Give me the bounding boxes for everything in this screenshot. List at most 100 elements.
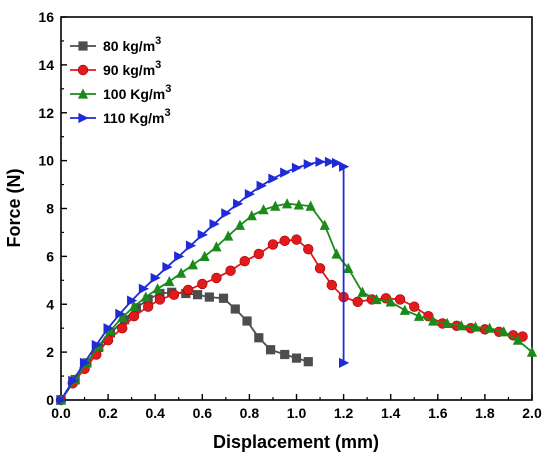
data-point xyxy=(246,210,257,221)
legend-name: 110 Kg/m xyxy=(103,110,164,126)
data-point xyxy=(456,320,467,331)
data-point xyxy=(291,353,302,363)
data-point xyxy=(233,198,244,209)
data-point xyxy=(182,284,194,296)
series-4 xyxy=(56,156,350,406)
data-point xyxy=(427,315,439,326)
data-point xyxy=(221,208,232,219)
data-point xyxy=(164,275,175,287)
data-point xyxy=(270,200,281,211)
legend-label: 100 Kg/m3 xyxy=(103,83,171,102)
legend-superscript: 3 xyxy=(164,107,170,119)
data-point xyxy=(267,239,279,250)
data-point xyxy=(254,333,264,343)
data-point xyxy=(253,248,265,260)
data-point xyxy=(303,159,314,170)
data-point xyxy=(343,262,354,273)
data-point xyxy=(154,294,166,305)
x-tick-label: 1.6 xyxy=(428,405,448,421)
data-point xyxy=(319,219,330,230)
data-point xyxy=(315,156,326,167)
data-point xyxy=(209,218,220,230)
data-point xyxy=(484,322,495,333)
data-point xyxy=(192,290,203,300)
legend-marker xyxy=(78,41,88,51)
x-tick-label: 0.2 xyxy=(98,405,118,421)
legend-marker xyxy=(78,112,89,124)
data-point xyxy=(168,289,180,300)
data-point xyxy=(174,251,185,262)
data-point xyxy=(242,316,252,326)
x-tick-label: 1.8 xyxy=(475,405,495,421)
x-axis-title: Displacement (mm) xyxy=(213,432,379,452)
data-point xyxy=(199,250,210,261)
data-point xyxy=(331,157,343,169)
data-point xyxy=(470,321,481,332)
data-point xyxy=(399,304,410,315)
legend-label: 90 kg/m3 xyxy=(103,59,161,78)
data-point xyxy=(128,301,140,312)
x-tick-label: 2.0 xyxy=(522,405,542,421)
data-point xyxy=(352,296,363,308)
data-point xyxy=(291,162,303,173)
data-point xyxy=(117,311,128,323)
y-axis-title: Force (N) xyxy=(4,168,24,247)
data-point xyxy=(152,283,163,294)
data-point xyxy=(127,295,138,306)
x-tick-label: 0.4 xyxy=(145,405,165,421)
legend-name: 80 kg/m xyxy=(103,38,155,54)
data-point xyxy=(279,235,290,247)
legend-item: 80 kg/m3 xyxy=(70,35,161,54)
data-point xyxy=(413,310,425,321)
data-point xyxy=(293,199,304,210)
data-point xyxy=(230,304,240,314)
data-point xyxy=(339,357,350,368)
data-point xyxy=(176,267,187,278)
data-point xyxy=(303,243,314,255)
legend-marker xyxy=(77,88,89,99)
data-point xyxy=(91,339,102,351)
data-point xyxy=(102,334,114,346)
data-point xyxy=(218,293,229,303)
legend-name: 90 kg/m xyxy=(103,62,155,78)
legend-item: 110 Kg/m3 xyxy=(70,107,171,126)
data-point xyxy=(324,156,336,167)
legend-superscript: 3 xyxy=(165,83,171,95)
data-point xyxy=(56,394,67,406)
data-point xyxy=(162,262,173,273)
data-point xyxy=(409,301,420,312)
data-point xyxy=(385,296,396,307)
data-point xyxy=(265,345,276,355)
y-tick-label: 6 xyxy=(46,248,54,264)
y-tick-label: 14 xyxy=(38,57,54,73)
data-point xyxy=(197,278,208,290)
data-point xyxy=(155,288,165,299)
y-tick-label: 12 xyxy=(38,105,54,121)
x-tick-label: 0.6 xyxy=(193,405,213,421)
data-point xyxy=(211,272,222,284)
data-point xyxy=(512,334,523,345)
data-point xyxy=(204,292,214,302)
legend-item: 100 Kg/m3 xyxy=(70,83,171,102)
data-point xyxy=(150,272,161,284)
y-tick-label: 2 xyxy=(46,344,54,360)
data-point xyxy=(142,301,154,312)
y-tick-label: 8 xyxy=(46,201,54,217)
data-point xyxy=(185,240,197,251)
x-tick-label: 1.0 xyxy=(287,405,307,421)
legend-label: 110 Kg/m3 xyxy=(103,107,171,126)
data-point xyxy=(239,255,250,267)
legend-label: 80 kg/m3 xyxy=(103,35,161,54)
data-point xyxy=(326,279,338,291)
data-point xyxy=(331,248,342,259)
data-point xyxy=(244,189,255,200)
data-point xyxy=(280,349,290,360)
legend-superscript: 3 xyxy=(155,35,161,47)
data-point xyxy=(197,229,208,240)
data-point xyxy=(140,291,151,302)
series-3 xyxy=(55,198,538,405)
data-point xyxy=(115,308,126,319)
data-point xyxy=(225,265,236,276)
